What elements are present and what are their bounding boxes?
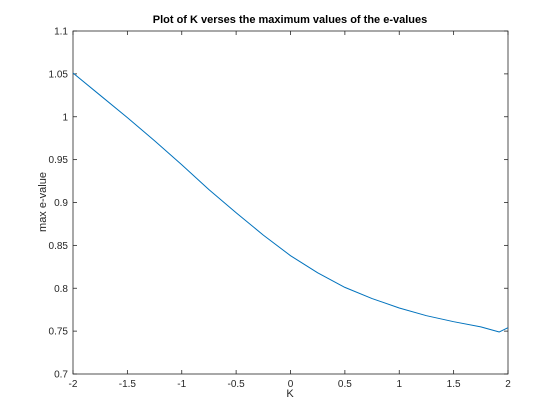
x-axis-label: K (286, 388, 294, 400)
y-tick-label: 1 (62, 112, 68, 123)
x-tick-label: 1 (396, 379, 402, 390)
x-tick-label: 1.5 (447, 379, 461, 390)
y-tick-label: 0.9 (54, 198, 68, 209)
data-series-layer (72, 72, 509, 333)
x-tick-label: -1 (177, 379, 186, 390)
y-tick-label: 0.7 (54, 370, 68, 381)
plot-area (72, 30, 509, 375)
x-tick-label: -2 (69, 379, 78, 390)
x-axis-ticks: -2 -1.5 -1 -0.5 0 0.5 1 1.5 2 (69, 31, 511, 390)
y-axis-ticks: 0.7 0.75 0.8 0.85 0.9 0.95 1 1.05 1.1 (49, 27, 508, 381)
y-tick-label: 1.05 (49, 69, 69, 80)
x-tick-label: 0.5 (338, 379, 352, 390)
y-tick-label: 0.85 (49, 241, 69, 252)
y-tick-label: 0.75 (49, 327, 69, 338)
y-axis-label: max e-value (37, 172, 49, 232)
x-tick-label: -0.5 (228, 379, 246, 390)
y-tick-label: 1.1 (54, 27, 68, 38)
x-tick-label: -1.5 (119, 379, 137, 390)
y-tick-label: 0.8 (54, 284, 68, 295)
x-tick-label: 2 (505, 379, 511, 390)
y-tick-label: 0.95 (49, 155, 69, 166)
x-tick-label: 0 (288, 379, 294, 390)
chart-title: Plot of K verses the maximum values of t… (153, 14, 427, 26)
series-line (72, 72, 509, 333)
